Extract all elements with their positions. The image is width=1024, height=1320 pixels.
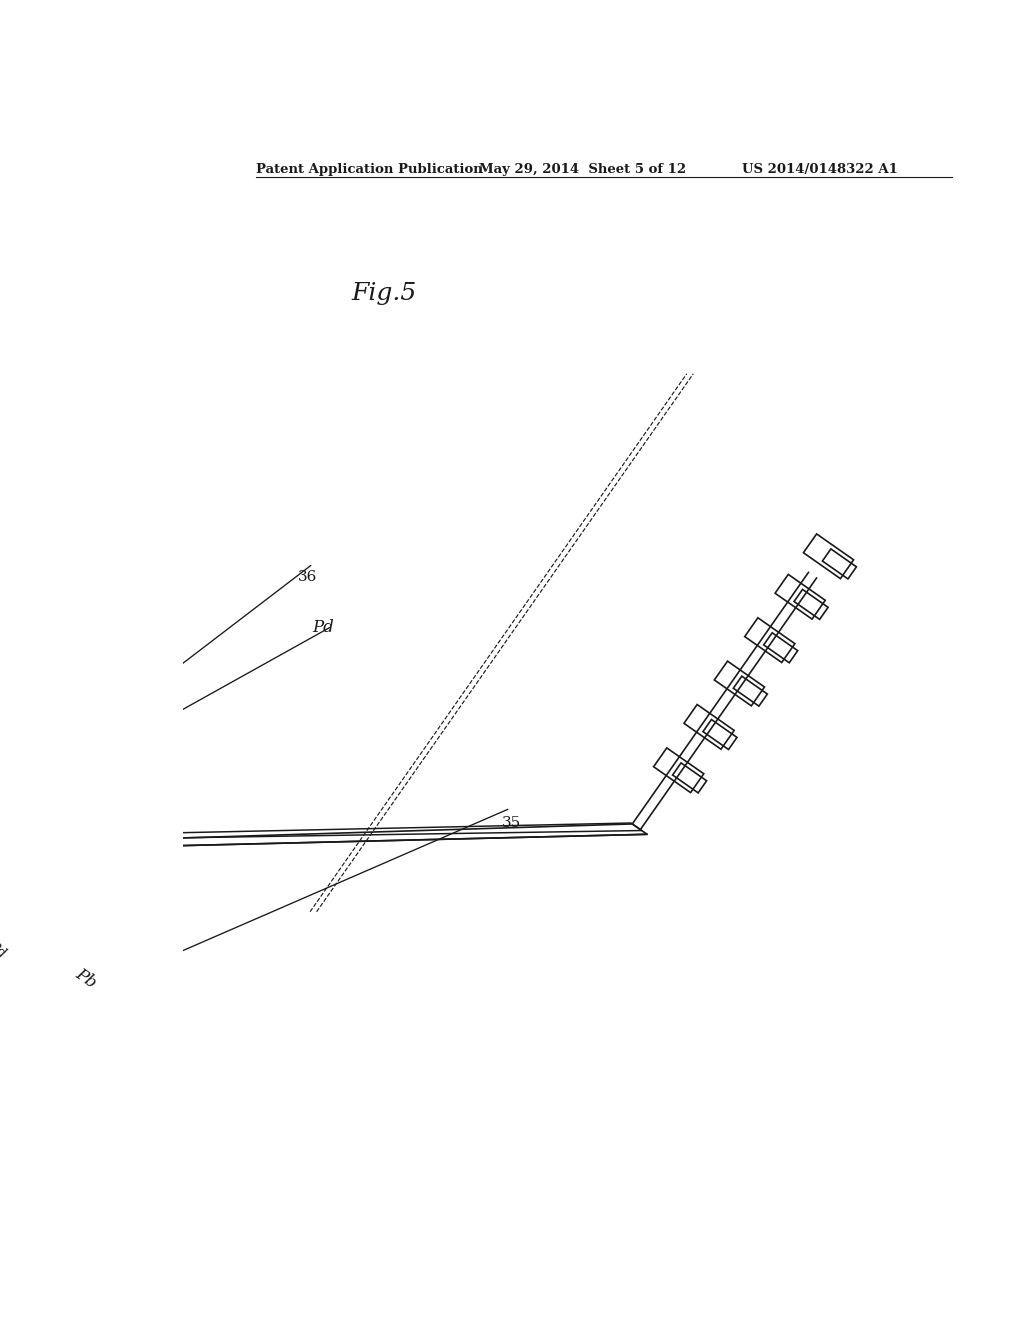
- Bar: [131, 836, 139, 843]
- Text: 36: 36: [298, 570, 317, 583]
- Text: US 2014/0148322 A1: US 2014/0148322 A1: [741, 164, 897, 177]
- Text: May 29, 2014  Sheet 5 of 12: May 29, 2014 Sheet 5 of 12: [479, 164, 686, 177]
- Text: 35: 35: [502, 816, 521, 830]
- Bar: [8, 1010, 17, 1019]
- Text: Pb: Pb: [72, 966, 99, 993]
- Text: Patent Application Publication: Patent Application Publication: [256, 164, 482, 177]
- Text: Pd: Pd: [312, 619, 334, 636]
- Text: Fig.5: Fig.5: [351, 282, 417, 305]
- Bar: [70, 923, 78, 931]
- Text: Pd: Pd: [0, 940, 9, 961]
